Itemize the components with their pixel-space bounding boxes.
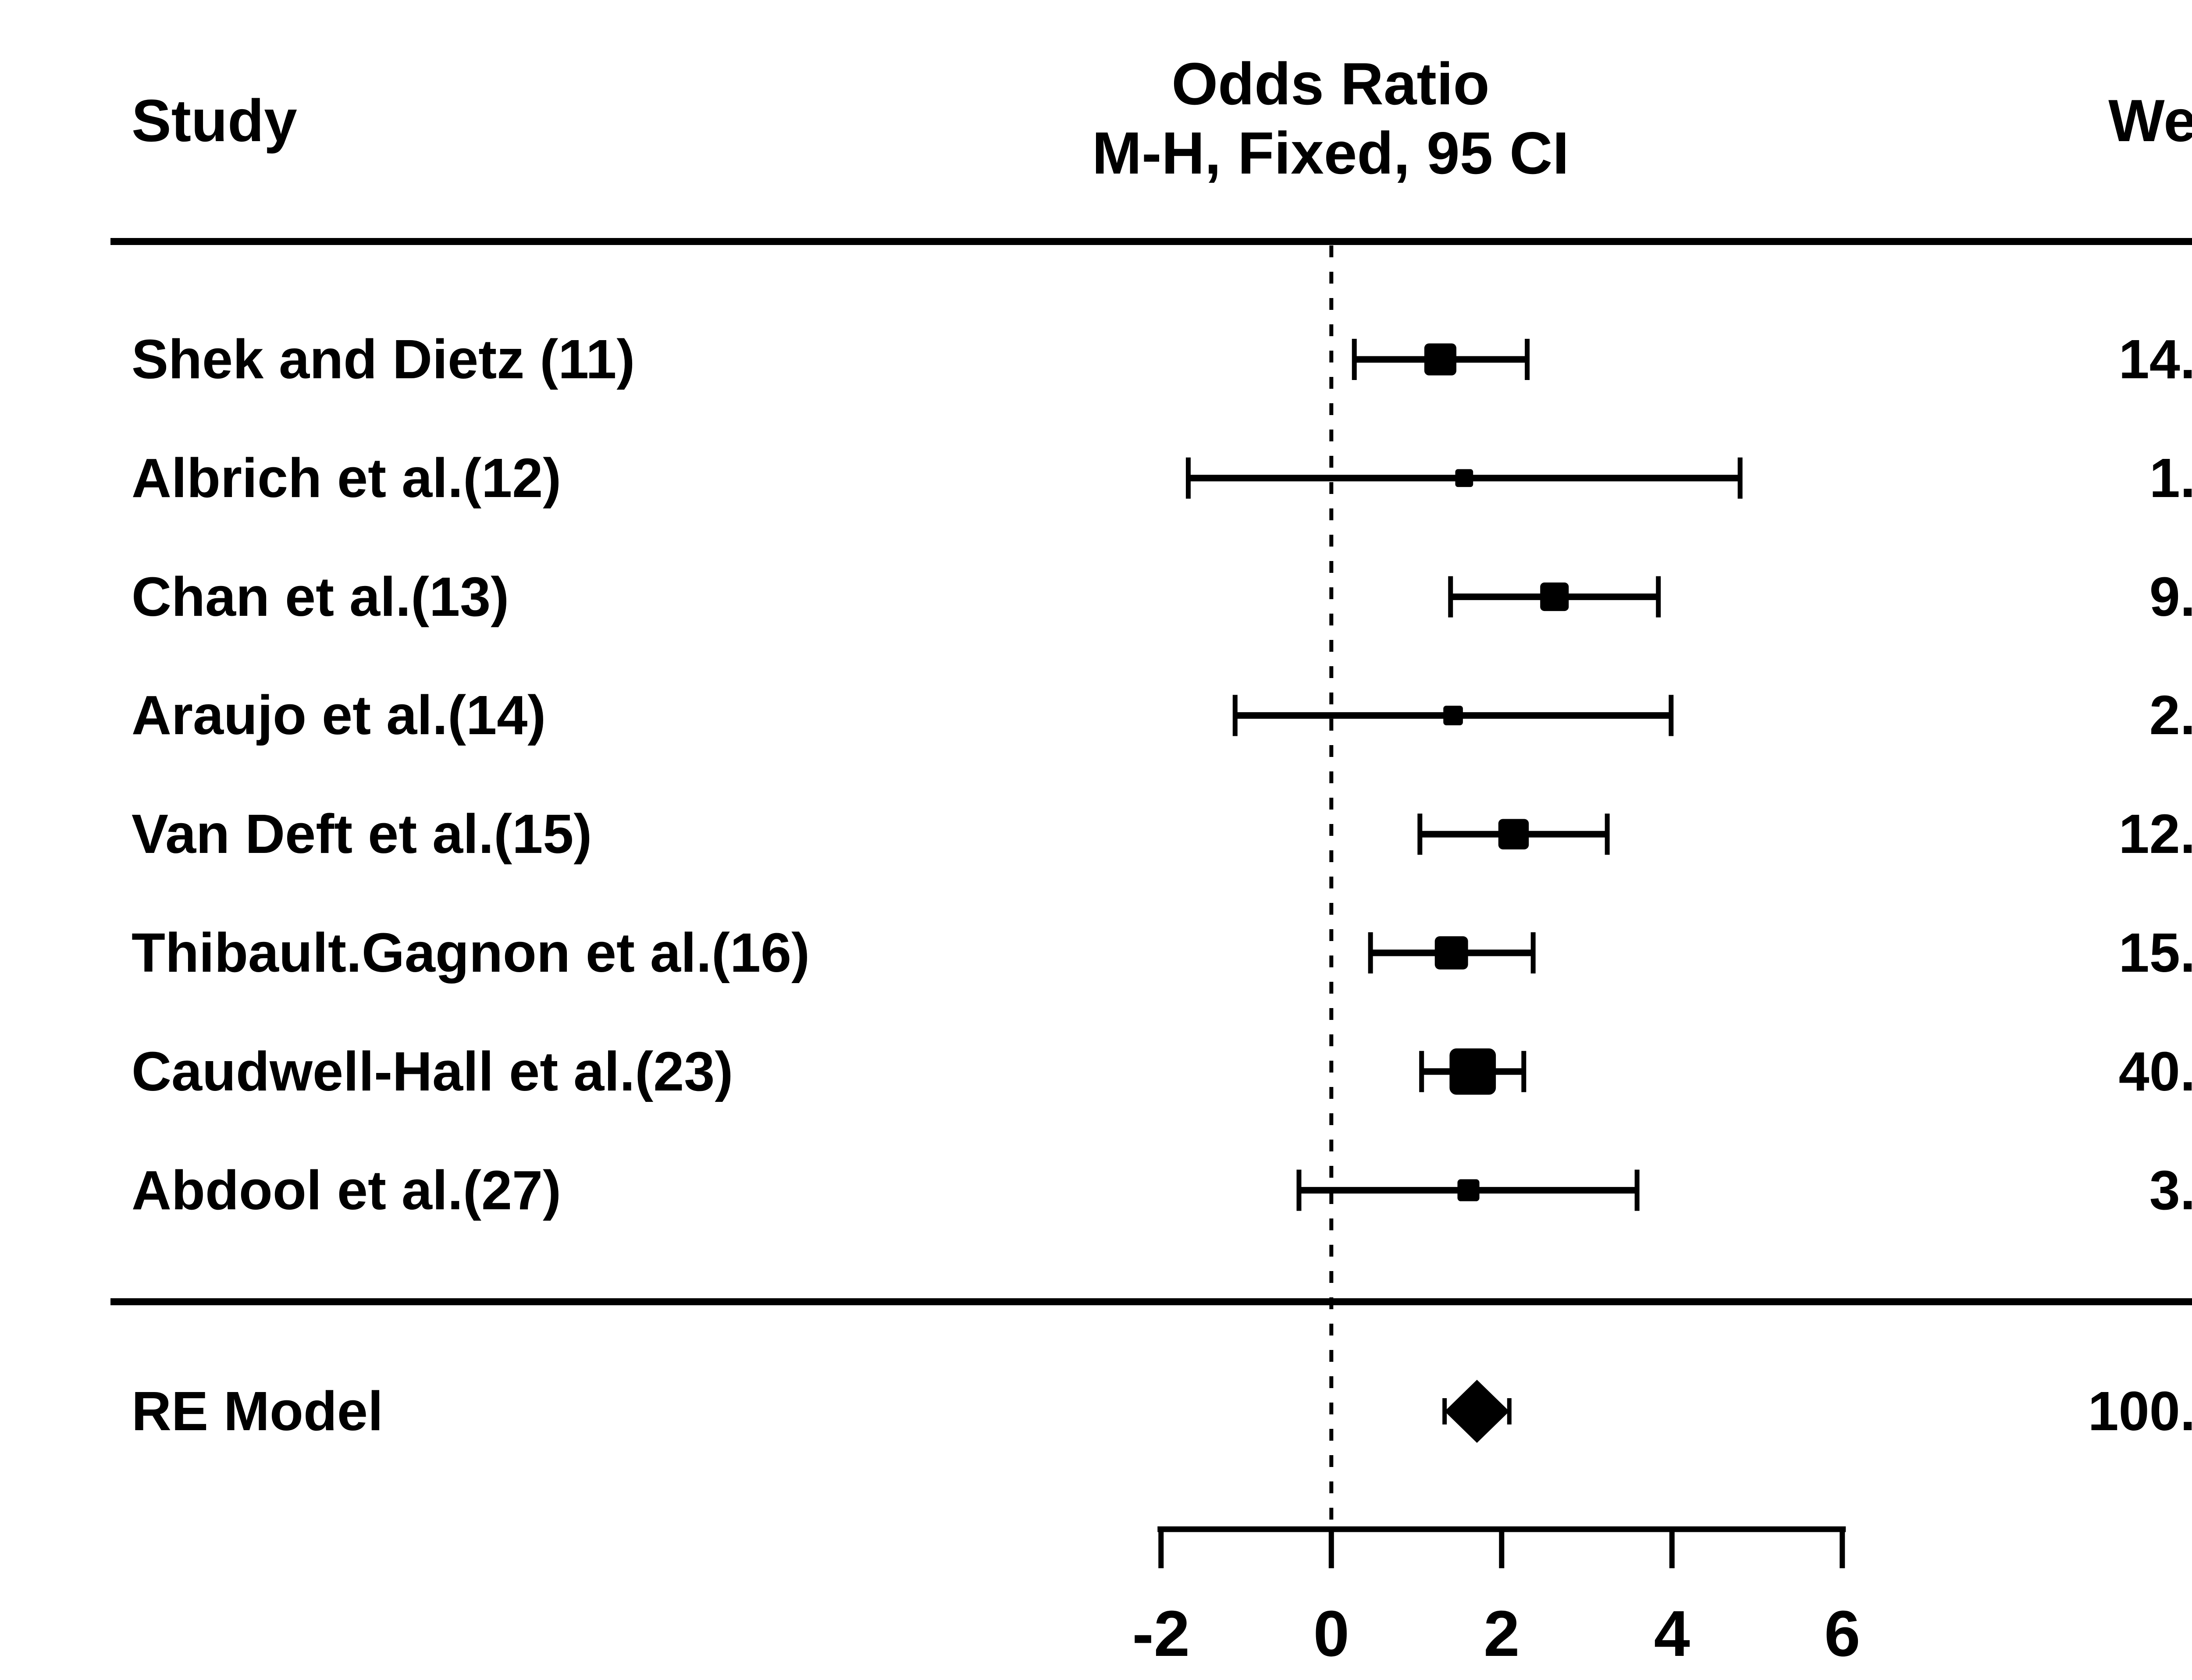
point-estimate-marker <box>1540 582 1569 611</box>
summary-separator-rule <box>110 1298 2192 1305</box>
point-estimate-marker <box>1424 343 1456 376</box>
summary-label: RE Model <box>132 1380 384 1442</box>
study-label: Caudwell-Hall et al.(23) <box>132 1040 733 1102</box>
study-label: Albrich et al.(12) <box>132 447 562 509</box>
study-weight: 40.67% <box>2118 1040 2192 1102</box>
study-weight: 9.79% <box>2149 565 2192 628</box>
study-label: Araujo et al.(14) <box>132 684 546 746</box>
study-weight: 2.23% <box>2149 684 2192 746</box>
x-axis-tick-label: 6 <box>1824 1598 1860 1670</box>
study-weight: 3.72% <box>2149 1159 2192 1221</box>
study-weight: 1.39% <box>2149 447 2192 509</box>
header-separator-rule <box>110 238 2192 245</box>
point-estimate-marker <box>1449 1048 1496 1095</box>
weight-column-header: Weight <box>2108 87 2192 154</box>
x-axis-tick-label: 0 <box>1313 1598 1349 1670</box>
x-axis-tick-label: 4 <box>1654 1598 1690 1670</box>
study-weight: 15.90% <box>2118 922 2192 984</box>
study-weight: 12.10% <box>2118 803 2192 865</box>
study-weight: 14.20% <box>2118 328 2192 390</box>
study-label: Chan et al.(13) <box>132 565 509 628</box>
study-label: Van Deft et al.(15) <box>132 803 592 865</box>
odds-ratio-plot-header-line2: M-H, Fixed, 95 CI <box>1092 120 1569 186</box>
point-estimate-marker <box>1498 819 1529 849</box>
point-estimate-marker <box>1457 1179 1480 1201</box>
point-estimate-marker <box>1443 706 1463 725</box>
summary-weight: 100.00% <box>2088 1380 2192 1442</box>
study-label: Shek and Dietz (11) <box>132 328 635 390</box>
point-estimate-marker <box>1455 469 1473 487</box>
odds-ratio-plot-column-header: Odds Ratio M-H, Fixed, 95 CI <box>1057 49 1605 188</box>
study-label: Abdool et al.(27) <box>132 1159 562 1221</box>
study-column-header: Study <box>132 87 297 154</box>
summary-diamond <box>1445 1380 1509 1443</box>
point-estimate-marker <box>1434 936 1468 970</box>
x-axis-tick-label: 2 <box>1484 1598 1519 1670</box>
odds-ratio-plot-header-line1: Odds Ratio <box>1171 50 1490 117</box>
x-axis-tick-label: -2 <box>1132 1598 1190 1670</box>
study-label: Thibault.Gagnon et al.(16) <box>132 922 810 984</box>
